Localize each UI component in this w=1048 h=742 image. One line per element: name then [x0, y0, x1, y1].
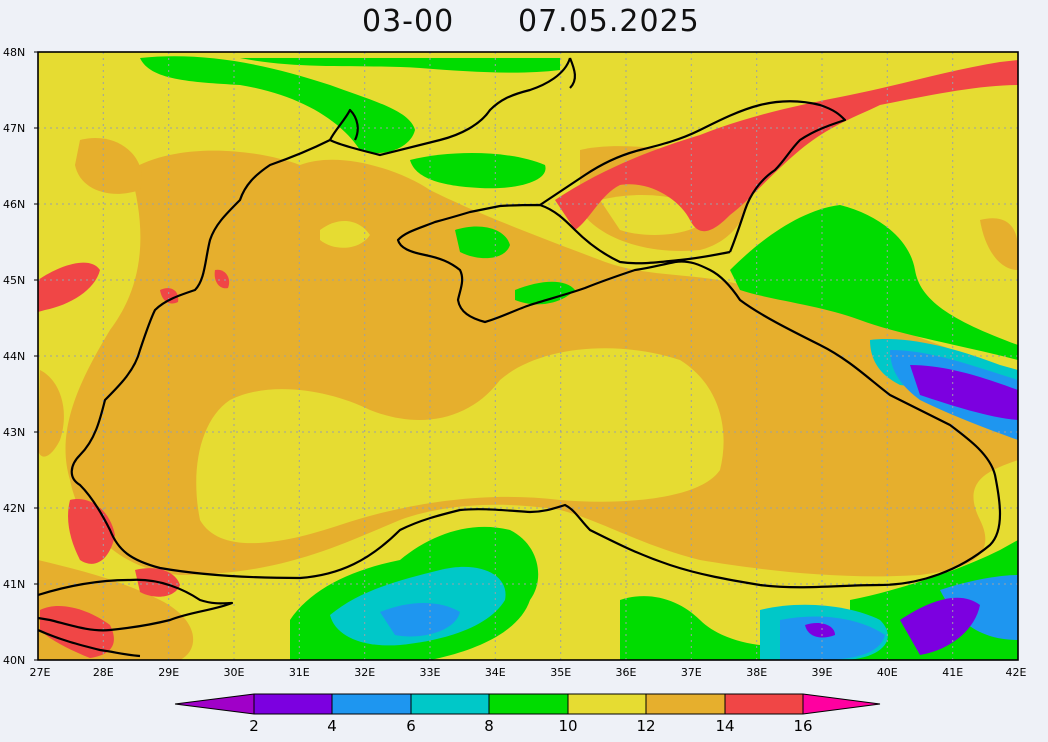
colorbar-segment [411, 694, 489, 714]
colorbar-segment [725, 694, 803, 714]
lon-label: 37E [681, 666, 702, 679]
lon-label: 34E [485, 666, 506, 679]
lon-label: 33E [420, 666, 441, 679]
lon-label: 38E [746, 666, 767, 679]
lon-label: 30E [224, 666, 245, 679]
lat-labels: 48N 47N 46N 45N 44N 43N 42N 41N 40N [3, 46, 25, 667]
lat-label: 47N [3, 122, 25, 135]
lat-label: 48N [3, 46, 25, 59]
lat-label: 45N [3, 274, 25, 287]
lat-label: 43N [3, 426, 25, 439]
lat-label: 44N [3, 350, 25, 363]
lon-label: 27E [30, 666, 51, 679]
title-date: 07.05.2025 [518, 4, 700, 39]
tick-marks [34, 51, 38, 661]
colorbar-segment [646, 694, 725, 714]
lat-label: 40N [3, 654, 25, 667]
colorbar-label: 8 [484, 717, 494, 735]
colorbar-segment [332, 694, 411, 714]
colorbar-label: 14 [715, 717, 734, 735]
title-time: 03-00 [362, 4, 455, 39]
lon-label: 42E [1006, 666, 1027, 679]
field-green [140, 56, 1018, 660]
lon-label: 32E [354, 666, 375, 679]
colorbar-label: 16 [793, 717, 812, 735]
coastline [38, 57, 1002, 658]
lon-label: 40E [877, 666, 898, 679]
colorbar-label: 4 [327, 717, 337, 735]
lon-label: 35E [550, 666, 571, 679]
lon-label: 41E [942, 666, 963, 679]
lon-label: 36E [616, 666, 637, 679]
field-yellow-patches [196, 195, 724, 544]
field-layer [38, 52, 1018, 660]
lon-label: 39E [812, 666, 833, 679]
lon-label: 31E [289, 666, 310, 679]
colorbar-label: 10 [558, 717, 577, 735]
lat-label: 42N [3, 502, 25, 515]
lon-labels: 27E 28E 29E 30E 31E 32E 33E 34E 35E 36E … [30, 666, 1027, 679]
lat-label: 41N [3, 578, 25, 591]
colorbar-low-arrow [175, 694, 254, 714]
colorbar-segment [489, 694, 568, 714]
colorbar-label: 2 [249, 717, 259, 735]
colorbar: 2 4 6 8 10 12 14 16 [174, 693, 881, 735]
colorbar-segment [254, 694, 332, 714]
lat-label: 46N [3, 198, 25, 211]
lon-label: 28E [93, 666, 114, 679]
colorbar-label: 12 [636, 717, 655, 735]
colorbar-high-arrow [803, 694, 880, 714]
colorbar-segment [568, 694, 646, 714]
colorbar-label: 6 [406, 717, 416, 735]
field-purple [805, 365, 1018, 655]
map-title: 03-00 07.05.2025 [0, 4, 1048, 44]
lon-label: 29E [158, 666, 179, 679]
field-red [38, 60, 1018, 658]
